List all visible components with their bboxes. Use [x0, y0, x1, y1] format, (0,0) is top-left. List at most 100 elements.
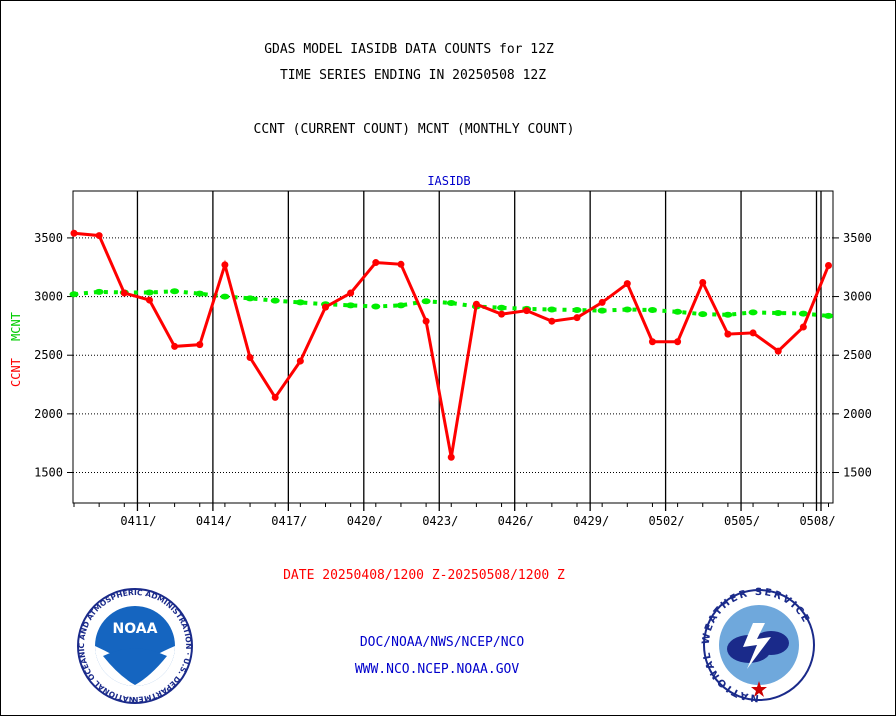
series-ccnt	[70, 229, 832, 461]
data-point-ccnt	[674, 338, 682, 346]
data-point-ccnt	[724, 330, 732, 338]
data-point-mcnt	[773, 309, 783, 316]
y-tick-label-right: 3500	[843, 231, 872, 245]
noaa-logo-text: NOAA	[113, 621, 158, 637]
data-point-mcnt	[446, 300, 456, 307]
data-point-ccnt	[347, 289, 355, 297]
data-point-ccnt	[70, 229, 78, 237]
y-axis-label-mcnt: MCNT	[9, 312, 23, 341]
data-point-ccnt	[271, 393, 279, 401]
x-tick-label: 0414/	[196, 514, 232, 528]
y-tick-label: 2000	[34, 407, 63, 421]
data-point-mcnt	[421, 298, 431, 305]
data-point-ccnt	[372, 259, 380, 267]
data-point-mcnt	[295, 299, 305, 306]
x-tick-label: 0417/	[271, 514, 307, 528]
data-point-mcnt	[94, 288, 104, 295]
data-point-mcnt	[673, 308, 683, 315]
data-point-ccnt	[523, 307, 531, 315]
data-point-ccnt	[648, 338, 656, 346]
data-point-ccnt	[548, 317, 556, 325]
data-point-mcnt	[698, 311, 708, 318]
grid	[73, 191, 833, 511]
data-point-ccnt	[749, 329, 757, 337]
nco-url-link[interactable]: WWW.NCO.NCEP.NOAA.GOV	[355, 662, 520, 677]
panel-title: IASIDB	[427, 174, 470, 188]
data-point-mcnt	[371, 303, 381, 310]
data-point-ccnt	[447, 453, 455, 461]
data-point-mcnt	[824, 312, 833, 319]
y-tick-label-right: 3000	[843, 290, 872, 304]
x-tick-label: 0420/	[347, 514, 383, 528]
lightning-bolt-icon	[743, 623, 771, 669]
data-point-mcnt	[597, 307, 607, 314]
data-point-mcnt	[748, 309, 758, 316]
org-line: DOC/NOAA/NWS/NCEP/NCO	[360, 635, 525, 650]
noaa-ring-text: NATIONAL OCEANIC AND ATMOSPHERIC ADMINIS…	[1, 1, 193, 704]
data-point-mcnt	[723, 311, 733, 318]
x-tick-label: 0423/	[422, 514, 458, 528]
data-point-ccnt	[246, 354, 254, 362]
data-point-ccnt	[825, 261, 832, 269]
star-icon	[751, 681, 767, 697]
data-point-ccnt	[397, 260, 405, 268]
data-point-mcnt	[647, 307, 657, 314]
x-axis: 0411/0414/0417/0420/0423/0426/0429/0502/…	[73, 503, 836, 528]
y-axis-label-ccnt: CCNT	[9, 358, 23, 387]
data-point-mcnt	[547, 306, 557, 313]
plot-border	[72, 190, 834, 504]
y-tick-label-right: 2500	[843, 348, 872, 362]
data-point-mcnt	[144, 289, 154, 296]
data-point-ccnt	[145, 296, 153, 304]
data-point-mcnt	[798, 310, 808, 317]
data-point-ccnt	[573, 314, 581, 322]
data-point-ccnt	[799, 323, 807, 331]
x-tick-label: 0502/	[649, 514, 685, 528]
x-tick-label: 0505/	[724, 514, 760, 528]
data-point-ccnt	[296, 357, 304, 365]
series-line-ccnt	[73, 231, 830, 458]
x-tick-label: 0426/	[498, 514, 534, 528]
data-point-ccnt	[774, 347, 782, 355]
data-point-ccnt	[498, 310, 506, 318]
y-tick-label: 3500	[34, 231, 63, 245]
data-point-mcnt	[195, 290, 205, 297]
data-point-ccnt	[422, 317, 430, 325]
data-point-mcnt	[170, 288, 180, 295]
data-point-ccnt	[171, 342, 179, 350]
data-point-mcnt	[69, 291, 79, 298]
data-point-ccnt	[472, 300, 480, 308]
data-point-ccnt	[196, 341, 204, 349]
data-point-mcnt	[270, 297, 280, 304]
x-tick-label: 0411/	[120, 514, 156, 528]
data-point-mcnt	[245, 295, 255, 302]
noaa-logo: NATIONAL OCEANIC AND ATMOSPHERIC ADMINIS…	[1, 1, 193, 704]
chart-subtitle: CCNT (CURRENT COUNT) MCNT (MONTHLY COUNT…	[254, 122, 575, 137]
data-point-mcnt	[497, 304, 507, 311]
x-tick-label: 0508/	[799, 514, 835, 528]
data-point-ccnt	[120, 289, 128, 297]
series-mcnt	[69, 288, 833, 319]
data-point-mcnt	[396, 302, 406, 309]
data-point-ccnt	[322, 303, 329, 311]
y-tick-label-right: 2000	[843, 407, 872, 421]
data-point-ccnt	[221, 261, 229, 269]
y-tick-label: 1500	[34, 466, 63, 480]
y-tick-label: 3000	[34, 290, 63, 304]
y-tick-label-right: 1500	[843, 466, 872, 480]
x-tick-label: 0429/	[573, 514, 609, 528]
data-point-mcnt	[346, 302, 356, 309]
chart-title-line-1: GDAS MODEL IASIDB DATA COUNTS for 12Z	[264, 42, 554, 57]
data-point-ccnt	[623, 280, 631, 288]
chart-title-line-2: TIME SERIES ENDING IN 20250508 12Z	[280, 68, 546, 83]
data-point-mcnt	[572, 307, 582, 314]
data-point-ccnt	[95, 232, 103, 240]
data-point-mcnt	[622, 306, 632, 313]
nws-logo: NATIONAL WEATHER SERVICE	[701, 587, 815, 703]
date-range: DATE 20250408/1200 Z-20250508/1200 Z	[283, 568, 565, 583]
y-tick-label: 2500	[34, 348, 63, 362]
y-axis: 1500 1500 2000 2000 2500 2500 3000 3000 3500 3500	[34, 231, 872, 480]
data-point-ccnt	[699, 278, 707, 286]
